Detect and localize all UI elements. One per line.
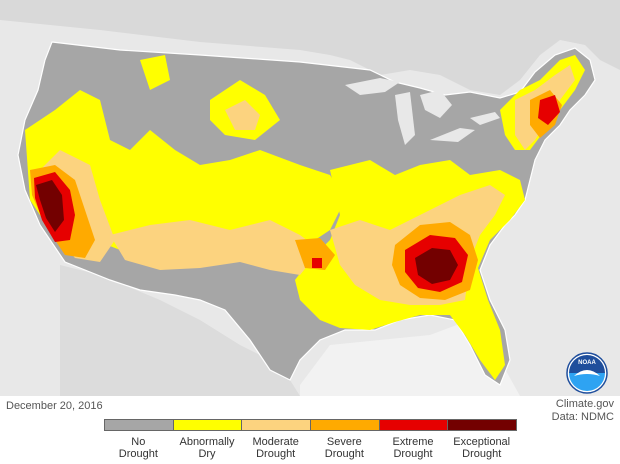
- mexico-region: [60, 265, 300, 396]
- credit-line-2: Data: NDMC: [551, 411, 614, 423]
- map-credit: Climate.gov Data: NDMC: [552, 398, 614, 424]
- legend-swatch-no-drought: [104, 419, 174, 431]
- map-date: December 20, 2016: [6, 400, 103, 412]
- canada-region: [0, 0, 620, 95]
- credit-line-1: Climate.gov: [555, 398, 614, 410]
- legend-label-extreme: Extreme Drought: [392, 436, 434, 460]
- legend-swatch-extreme: [378, 419, 449, 431]
- us-drought-map: [0, 0, 620, 396]
- legend-label-exceptional: Exceptional Drought: [453, 436, 511, 460]
- legend-swatch-abnormally-dry: [172, 419, 243, 431]
- great-lakes: [345, 78, 500, 145]
- legend-swatch-exceptional: [447, 419, 518, 431]
- legend-label-abnormally-dry: Abnormally Dry: [179, 436, 235, 460]
- legend-swatch-severe: [310, 419, 380, 431]
- noaa-logo: NOAA: [566, 352, 608, 394]
- exceptional-drought-areas: [36, 180, 458, 284]
- legend-label-severe: Severe Drought: [324, 436, 364, 460]
- legend-label-moderate: Moderate Drought: [252, 436, 299, 460]
- legend-swatch-moderate: [241, 419, 312, 431]
- legend-label-no-drought: No Drought: [118, 436, 158, 460]
- noaa-logo-text: NOAA: [578, 360, 596, 366]
- gulf-of-mexico: [300, 320, 520, 396]
- legend-labels: No Drought Abnormally Dry Moderate Drought …: [104, 436, 516, 460]
- legend-color-bar: [104, 419, 518, 431]
